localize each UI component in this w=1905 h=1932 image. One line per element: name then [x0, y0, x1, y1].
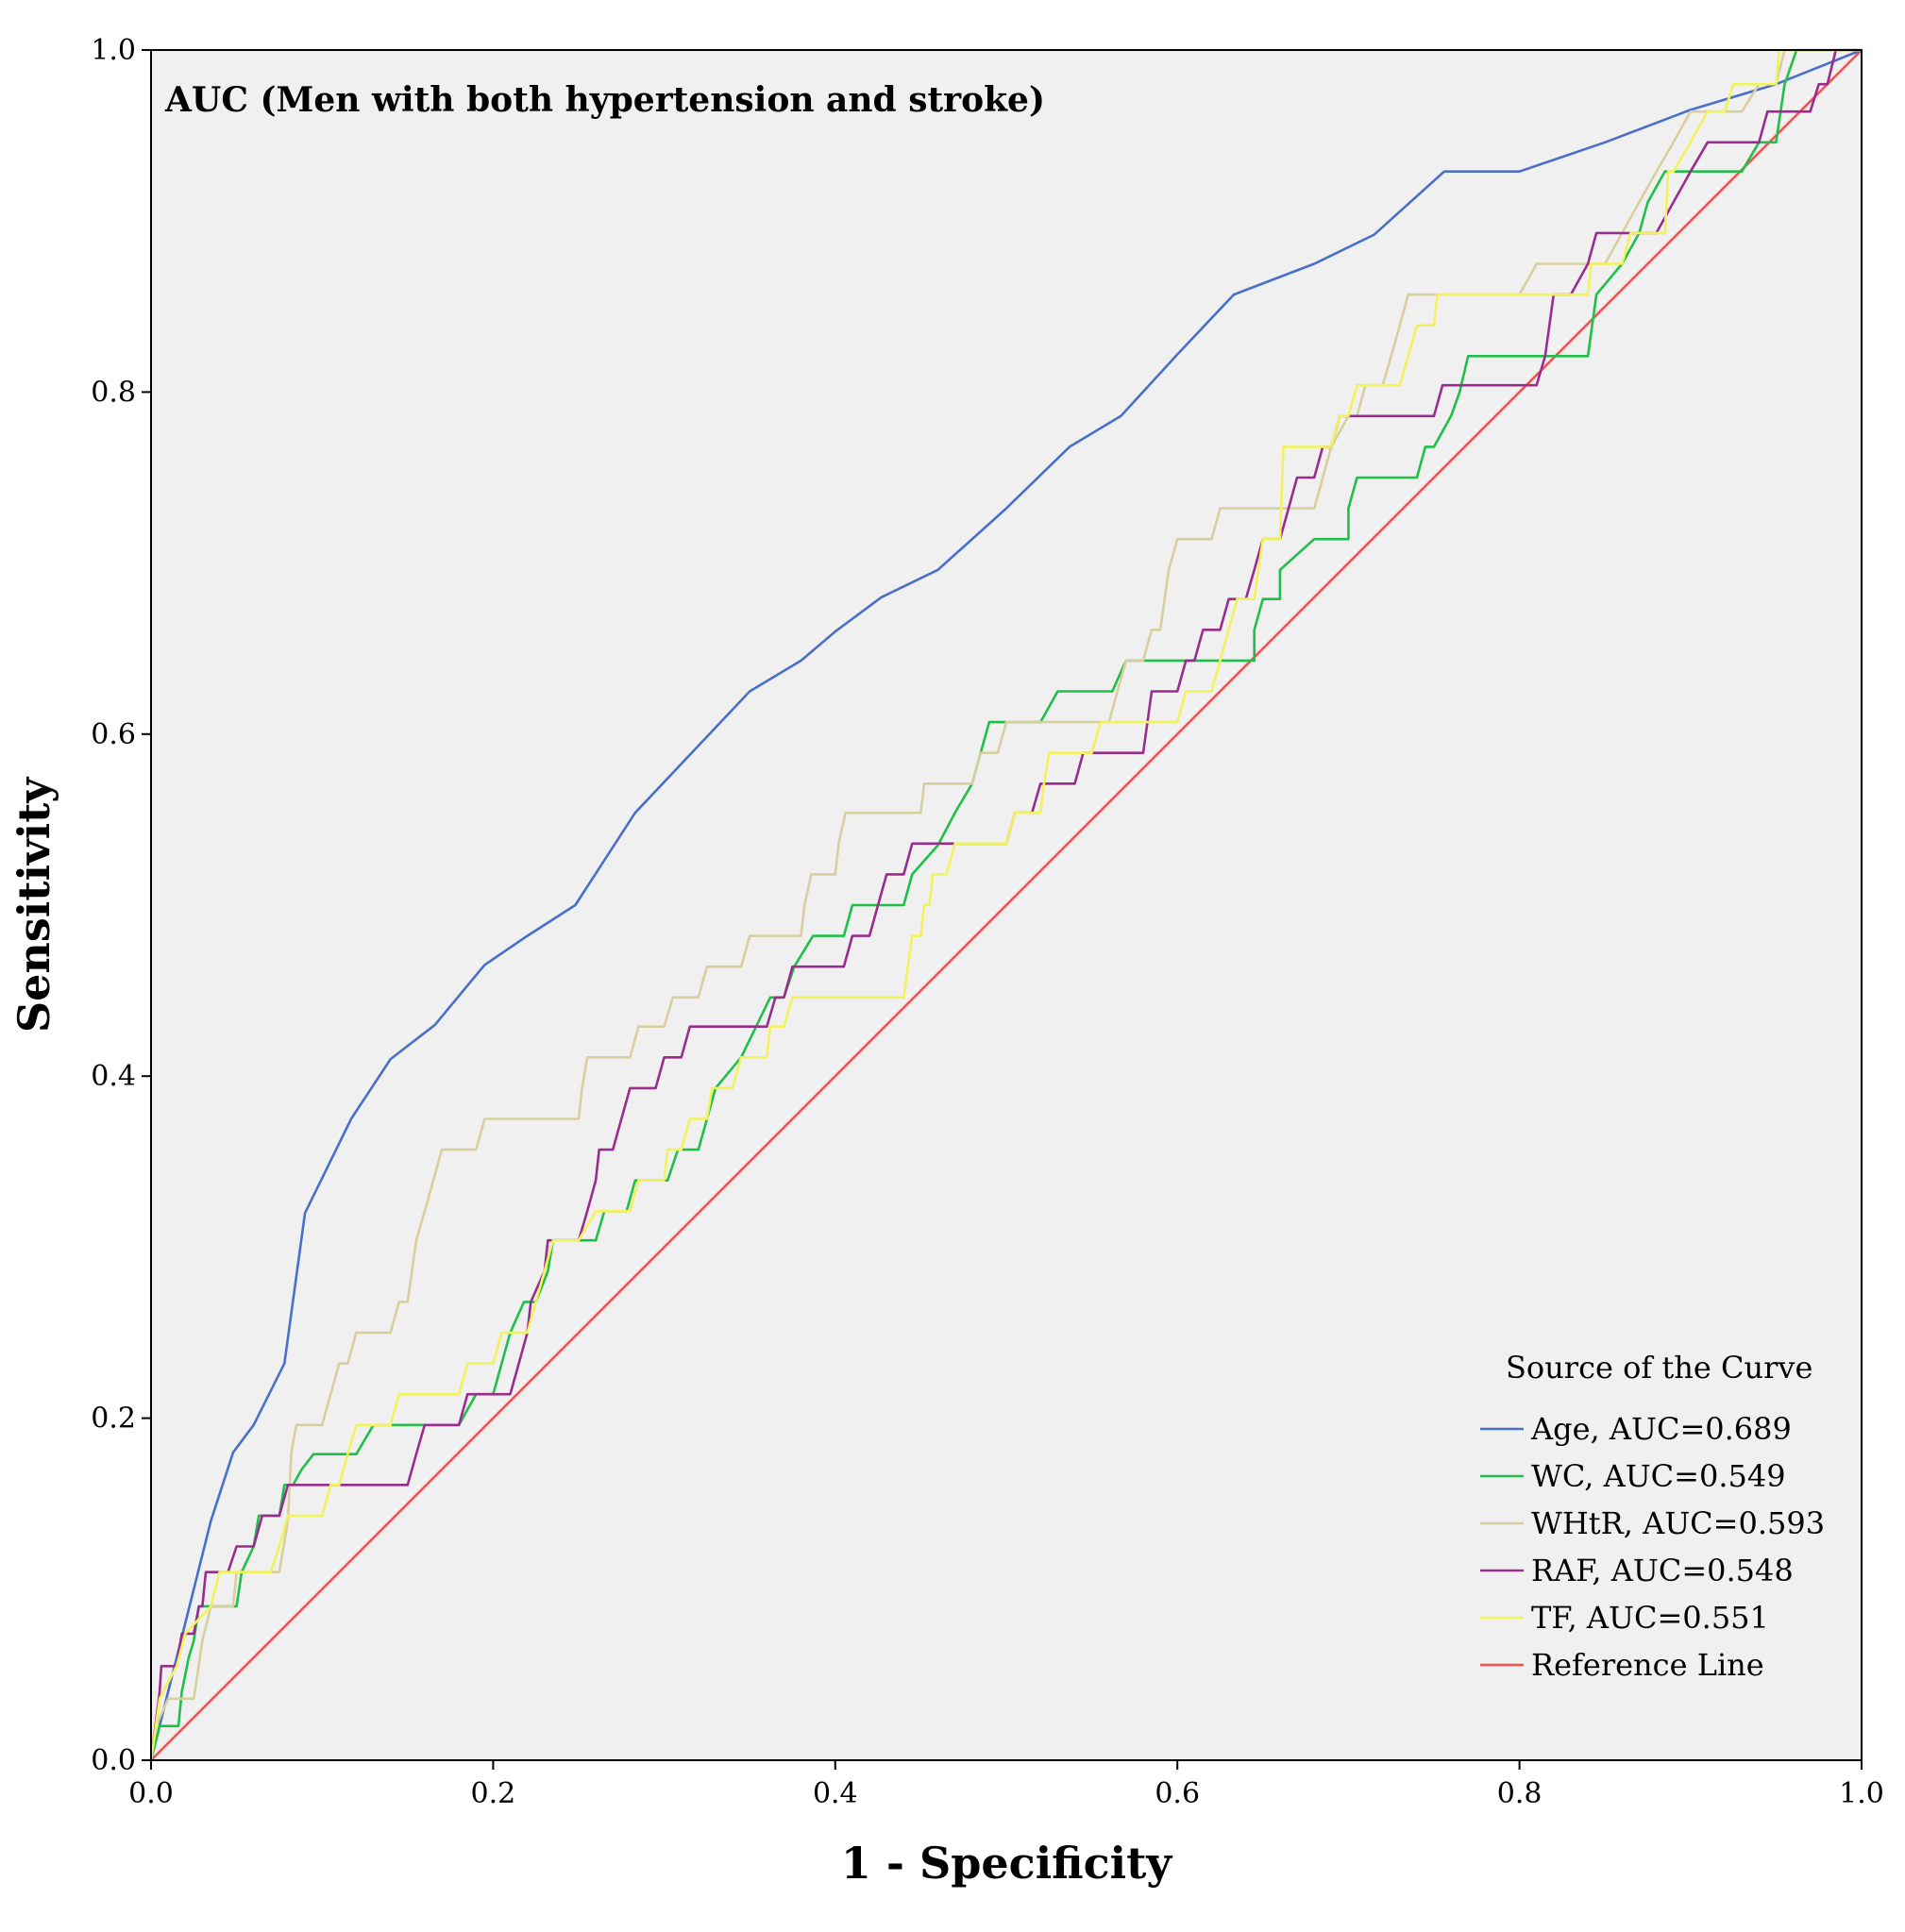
- y-axis-title: Sensitivity: [8, 777, 59, 1033]
- series-line-whtr: [149, 48, 1862, 1761]
- series-line-age: [149, 48, 1863, 1761]
- x-tick-label: 0.0: [128, 1777, 174, 1810]
- y-tick-label: 1.0: [91, 34, 136, 67]
- legend-label: Reference Line: [1531, 1647, 1764, 1683]
- plot-title: AUC (Men with both hypertension and stro…: [164, 80, 1045, 120]
- x-tick-label: 0.4: [813, 1777, 858, 1810]
- series-line-raf: [149, 48, 1862, 1761]
- legend-label: TF, AUC=0.551: [1531, 1600, 1769, 1636]
- x-tick-label: 0.8: [1497, 1777, 1543, 1810]
- series-line-tf: [149, 48, 1862, 1761]
- series-layer: [149, 48, 1863, 1761]
- y-tick-label: 0.6: [91, 718, 136, 751]
- y-tick-label: 0.4: [91, 1060, 136, 1093]
- series-line-wc: [149, 48, 1862, 1761]
- legend-label: WC, AUC=0.549: [1531, 1458, 1786, 1494]
- y-axis: 0.0 0.2 0.4 0.6 0.8 1.0: [91, 34, 151, 1777]
- x-tick-label: 1.0: [1839, 1777, 1884, 1810]
- legend-title: Source of the Curve: [1506, 1350, 1812, 1386]
- x-tick-label: 0.2: [471, 1777, 516, 1810]
- legend-label: Age, AUC=0.689: [1530, 1411, 1792, 1447]
- x-axis-title: 1 - Specificity: [841, 1838, 1172, 1889]
- y-tick-label: 0.8: [91, 376, 136, 409]
- plot-frame: [150, 49, 1863, 1761]
- x-tick-label: 0.6: [1155, 1777, 1200, 1810]
- legend: Source of the Curve Age, AUC=0.689 WC, AU…: [1480, 1350, 1825, 1683]
- legend-label: RAF, AUC=0.548: [1531, 1553, 1794, 1588]
- y-tick-label: 0.0: [91, 1744, 136, 1777]
- x-axis: 0.0 0.2 0.4 0.6 0.8 1.0: [128, 1760, 1884, 1810]
- legend-label: WHtR, AUC=0.593: [1531, 1505, 1825, 1541]
- series-line-reference-line: [150, 49, 1863, 1761]
- y-tick-label: 0.2: [91, 1403, 136, 1436]
